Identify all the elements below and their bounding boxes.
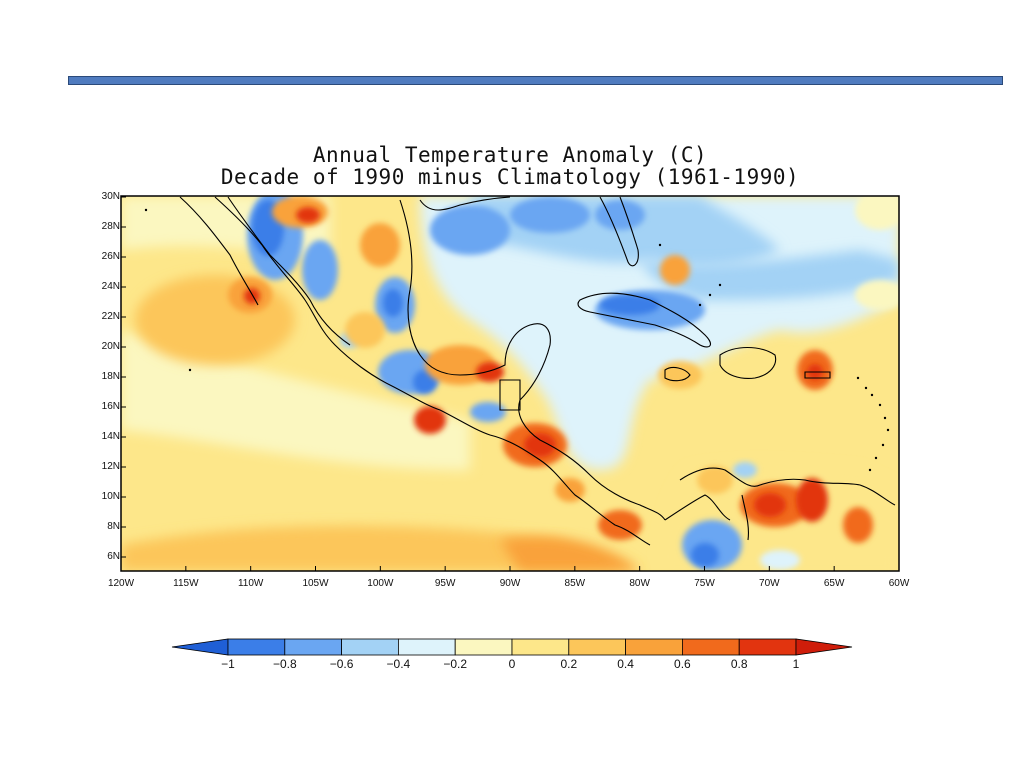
x-tick-label: 95W [434,578,456,589]
colorbar [171,638,853,656]
colorbar-swatch [738,638,797,656]
y-tick-label: 10N [101,491,120,502]
x-tick-label: 85W [564,578,586,589]
colorbar-label: −1 [221,657,235,671]
colorbar-label: −0.8 [272,657,297,671]
y-tick-label: 28N [101,221,120,232]
x-tick-label: 100W [367,578,394,589]
colorbar-swatch [625,638,683,656]
y-tick-label: 26N [101,251,120,262]
colorbar-high-arrow [795,638,853,656]
y-tick-label: 12N [101,461,120,472]
colorbar-label: −0.6 [329,657,354,671]
y-tick-label: 30N [101,191,120,202]
colorbar-label: −0.4 [386,657,411,671]
colorbar-label: 0.6 [674,657,691,671]
colorbar-label: 1 [792,657,800,671]
y-tick-label: 18N [101,371,120,382]
x-tick-label: 110W [237,578,264,589]
x-tick-label: 90W [499,578,521,589]
y-tick-label: 14N [101,431,120,442]
x-tick-label: 80W [629,578,650,589]
colorbar-swatch [511,638,570,656]
colorbar-label: 0.4 [617,657,634,671]
colorbar-label: 0.8 [730,657,748,671]
colorbar-swatch [454,638,513,656]
map-subtitle: Decade of 1990 minus Climatology (1961-1… [220,165,800,189]
x-tick-label: 120W [107,578,135,589]
x-tick-label: 60W [888,578,910,589]
colorbar-swatch [568,638,626,656]
colorbar-swatch [682,638,740,656]
axis-ticks [120,196,900,571]
colorbar-label: 0 [508,657,516,671]
colorbar-low-arrow [171,638,229,656]
colorbar-swatch [227,638,286,656]
colorbar-label: 0.2 [560,657,578,671]
map-title: Annual Temperature Anomaly (C) [312,143,708,167]
y-tick-label: 8N [107,521,120,532]
coastlines [179,196,896,546]
x-tick-label: 65W [823,578,845,589]
y-tick-label: 6N [107,551,120,562]
x-tick-label: 115W [173,578,199,589]
header-bar [68,76,1003,85]
y-tick-label: 24N [101,281,120,292]
y-tick-label: 16N [101,401,120,412]
x-tick-label: 105W [302,578,329,589]
y-tick-label: 22N [101,311,120,322]
colorbar-label: −0.2 [443,657,468,671]
colorbar-swatch [341,638,399,656]
colorbar-swatch [284,638,342,656]
anomaly-field [121,196,899,571]
y-tick-label: 20N [101,341,120,352]
x-tick-label: 70W [759,578,780,589]
island-dots [144,208,890,472]
colorbar-swatch [397,638,456,656]
x-tick-label: 75W [694,578,715,589]
